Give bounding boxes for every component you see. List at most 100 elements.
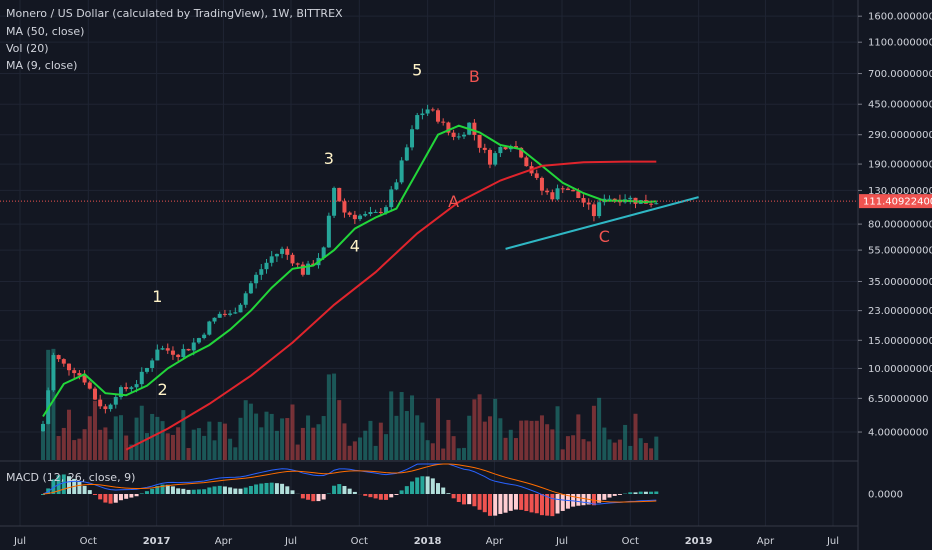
macd-histogram-bar bbox=[170, 486, 175, 494]
volume-bar bbox=[565, 436, 570, 460]
candle-body bbox=[539, 177, 544, 191]
volume-bar bbox=[384, 434, 389, 460]
volume-bar bbox=[191, 429, 196, 460]
macd-histogram-bar bbox=[352, 491, 357, 494]
price-axis-label: 700.00000000 bbox=[868, 69, 932, 80]
price-axis-label: 80.00000000 bbox=[868, 220, 932, 231]
candle-body bbox=[321, 247, 326, 258]
volume-bar bbox=[280, 418, 285, 460]
candle-body bbox=[150, 360, 155, 368]
candle-body bbox=[451, 132, 456, 137]
volume-bar bbox=[176, 427, 181, 460]
macd-histogram-bar bbox=[534, 494, 539, 514]
macd-histogram-bar bbox=[243, 487, 248, 494]
candle-body bbox=[337, 187, 342, 202]
time-axis-label: Apr bbox=[757, 536, 775, 547]
macd-histogram-bar bbox=[467, 494, 472, 505]
price-axis-label: 130.00000000 bbox=[868, 186, 932, 197]
macd-histogram-bar bbox=[607, 494, 612, 498]
candle-body bbox=[461, 134, 466, 137]
macd-histogram-bar bbox=[560, 494, 565, 511]
annotations: 1 2 3 4 5 A B C bbox=[0, 61, 858, 399]
candle-body bbox=[254, 274, 259, 284]
volume-bar bbox=[623, 424, 628, 460]
volume-bar bbox=[472, 399, 477, 460]
candle-body bbox=[191, 342, 196, 351]
volume-bar bbox=[586, 441, 591, 460]
candle-body bbox=[513, 146, 518, 148]
volume-bar bbox=[633, 413, 638, 460]
candle-body bbox=[300, 264, 305, 275]
candle-body bbox=[446, 122, 451, 133]
candle-body bbox=[103, 406, 108, 410]
macd-histogram-bar bbox=[67, 476, 72, 494]
candle-body bbox=[534, 173, 539, 178]
macd-histogram-bar bbox=[92, 494, 97, 495]
macd-histogram-bar bbox=[394, 494, 399, 495]
macd-histogram-bar bbox=[311, 494, 316, 502]
macd-histogram-bar bbox=[150, 488, 155, 494]
macd-histogram-bar bbox=[160, 484, 165, 494]
macd-histogram-bar bbox=[124, 494, 129, 499]
time-axis-label: 2017 bbox=[143, 536, 171, 547]
time-axis-label: Oct bbox=[80, 536, 97, 547]
macd-histogram-bar bbox=[342, 486, 347, 494]
candle-body bbox=[92, 388, 97, 400]
macd-histogram-bar bbox=[487, 494, 492, 516]
volume-bar bbox=[581, 439, 586, 460]
macd-histogram-bar bbox=[108, 494, 113, 504]
macd-histogram-bar bbox=[430, 478, 435, 494]
volume-bar bbox=[82, 429, 87, 460]
time-axis-label: Jul bbox=[555, 536, 568, 547]
volume-bar bbox=[103, 427, 108, 460]
volume-bar bbox=[269, 413, 274, 460]
volume-bar bbox=[519, 420, 524, 460]
macd-histogram-bar bbox=[347, 488, 352, 494]
candle-body bbox=[415, 115, 420, 130]
volume-bar bbox=[243, 400, 248, 460]
macd-histogram-bar bbox=[61, 474, 66, 494]
macd-histogram-bar bbox=[51, 479, 56, 494]
macd-histogram-bar bbox=[404, 486, 409, 494]
candle-body bbox=[368, 212, 373, 215]
candle-body bbox=[181, 348, 186, 358]
macd-histogram-bar bbox=[441, 487, 446, 494]
macd-histogram-bar bbox=[524, 494, 529, 512]
volume-bar bbox=[363, 430, 368, 460]
time-axis-label: Apr bbox=[486, 536, 504, 547]
wave-label: 4 bbox=[350, 236, 360, 255]
macd-histogram-bar bbox=[238, 488, 243, 494]
price-axis-label: 6.50000000 bbox=[868, 394, 928, 405]
macd-histogram-bar bbox=[384, 494, 389, 500]
candle-body bbox=[248, 283, 253, 294]
volume-bar bbox=[222, 423, 227, 460]
candle-body bbox=[441, 121, 446, 123]
macd-histogram-bar bbox=[373, 494, 378, 499]
candle-body bbox=[306, 263, 311, 275]
volume-bar bbox=[124, 435, 129, 460]
macd-histogram-bar bbox=[113, 494, 118, 503]
candle-body bbox=[347, 212, 352, 215]
macd-histogram-bar bbox=[316, 494, 321, 502]
volume-bar bbox=[285, 418, 290, 460]
volume-bar bbox=[332, 373, 337, 460]
volume-bar bbox=[352, 441, 357, 460]
macd-histogram-bar bbox=[378, 494, 383, 500]
candle-body bbox=[358, 215, 363, 220]
time-axis-label: Jul bbox=[13, 536, 26, 547]
candle-body bbox=[586, 202, 591, 205]
price-axis-label: 1600.00000000 bbox=[868, 12, 932, 23]
volume-bar bbox=[300, 427, 305, 460]
wave-label: B bbox=[469, 67, 480, 86]
candle-body bbox=[124, 387, 129, 389]
volume-bar bbox=[482, 421, 487, 460]
wave-label: A bbox=[448, 192, 459, 211]
candle-body bbox=[77, 373, 82, 376]
candle-body bbox=[581, 198, 586, 203]
candle-body bbox=[493, 153, 498, 165]
candle-body bbox=[597, 202, 602, 217]
candle-body bbox=[487, 149, 492, 165]
volume-bar bbox=[539, 415, 544, 460]
volume-bar bbox=[410, 395, 415, 460]
